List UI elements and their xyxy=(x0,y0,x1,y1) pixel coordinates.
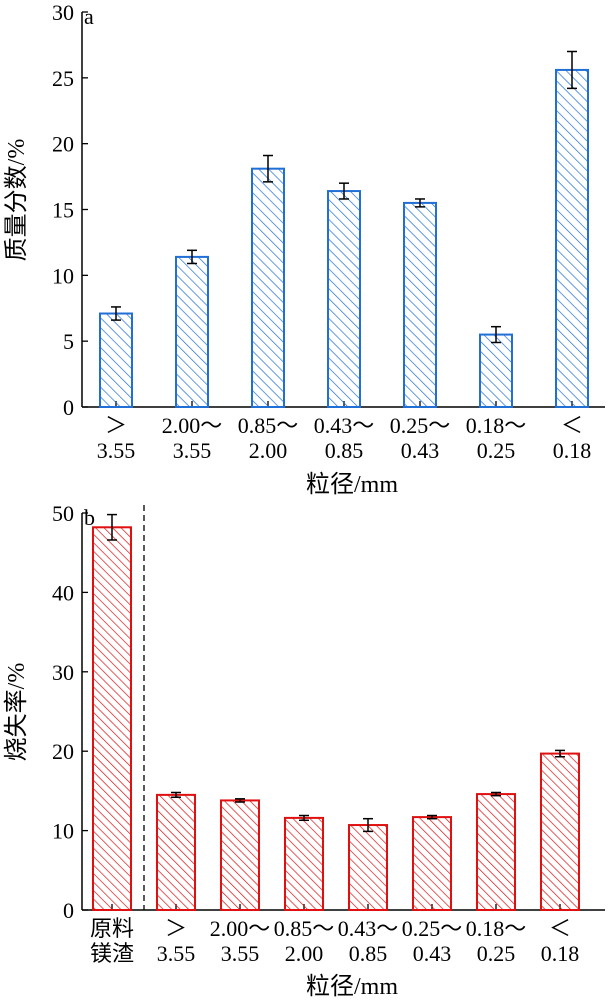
bar xyxy=(412,816,452,911)
x-tick-label: 0.85～ xyxy=(238,413,299,438)
bar xyxy=(284,816,324,911)
chart-a-labels: 051015202530＞3.552.00～3.550.85～2.000.43～… xyxy=(52,0,591,463)
x-tick-label: 0.85 xyxy=(325,438,364,463)
bar xyxy=(479,333,513,409)
y-tick-label: 40 xyxy=(52,580,74,605)
y-tick-label: 30 xyxy=(52,0,74,25)
x-tick-label: 2.00 xyxy=(285,941,324,966)
bar xyxy=(99,312,133,408)
x-tick-label: 0.43～ xyxy=(314,413,375,438)
y-tick-label: 50 xyxy=(52,501,74,526)
chart-a-bars xyxy=(99,50,589,409)
x-tick-label: 0.25～ xyxy=(402,916,463,941)
x-tick-label: 0.43 xyxy=(401,438,440,463)
bar xyxy=(555,68,589,409)
y-tick-label: 5 xyxy=(63,329,74,354)
x-tick-label: 3.55 xyxy=(221,941,260,966)
x-tick-label: 0.18～ xyxy=(466,916,527,941)
bar xyxy=(175,255,209,408)
y-tick-label: 15 xyxy=(52,198,74,223)
x-tick-label: 0.18～ xyxy=(466,413,527,438)
x-tick-label: 3.55 xyxy=(157,941,196,966)
x-tick-label: 0.85～ xyxy=(274,916,335,941)
y-tick-label: 0 xyxy=(63,898,74,923)
bar xyxy=(156,793,196,911)
bar xyxy=(220,799,260,911)
chart-b-bars xyxy=(92,513,580,911)
x-tick-label: ＞ xyxy=(105,413,127,438)
bar xyxy=(92,526,132,911)
y-tick-label: 20 xyxy=(52,132,74,157)
x-tick-label: ＜ xyxy=(549,916,571,941)
chart-a-y-axis-label: 质量分数/% xyxy=(3,139,30,262)
y-tick-label: 0 xyxy=(63,395,74,420)
x-tick-label: 0.43～ xyxy=(338,916,399,941)
y-tick-label: 25 xyxy=(52,66,74,91)
y-tick-label: 10 xyxy=(52,819,74,844)
x-tick-label: 0.25 xyxy=(477,438,516,463)
bar xyxy=(476,793,516,911)
x-tick-label: 0.18 xyxy=(553,438,592,463)
chart-b: 01020304050原料镁渣＞3.552.00～3.550.85～2.000.… xyxy=(3,501,605,1000)
x-tick-label: 2.00 xyxy=(249,438,288,463)
bar xyxy=(403,201,437,408)
x-tick-label: ＜ xyxy=(561,413,583,438)
x-tick-label: ＞ xyxy=(165,916,187,941)
x-tick-label: 2.00～ xyxy=(210,916,271,941)
x-tick-label: 0.25 xyxy=(477,941,516,966)
chart-a-panel-label: a xyxy=(84,4,94,29)
x-tick-label: 0.43 xyxy=(413,941,452,966)
x-tick-label: 3.55 xyxy=(173,438,212,463)
x-tick-label: 原料 xyxy=(90,916,134,941)
chart-b-labels: 01020304050原料镁渣＞3.552.00～3.550.85～2.000.… xyxy=(52,501,579,966)
bar xyxy=(251,167,285,408)
chart-a-x-axis-label: 粒径/mm xyxy=(306,471,398,498)
y-tick-label: 20 xyxy=(52,739,74,764)
bar xyxy=(348,824,388,911)
chart-b-x-axis-label: 粒径/mm xyxy=(306,973,398,1000)
y-tick-label: 10 xyxy=(52,263,74,288)
x-tick-label: 0.18 xyxy=(541,941,580,966)
x-tick-label: 0.85 xyxy=(349,941,388,966)
x-tick-label: 0.25～ xyxy=(390,413,451,438)
bar xyxy=(327,190,361,408)
x-tick-label: 3.55 xyxy=(97,438,136,463)
bar xyxy=(540,752,580,911)
chart-b-y-axis-label: 烧失率/% xyxy=(3,663,30,762)
y-tick-label: 30 xyxy=(52,660,74,685)
x-tick-label: 镁渣 xyxy=(90,941,134,966)
chart-a: 051015202530＞3.552.00～3.550.85～2.000.43～… xyxy=(3,0,605,498)
x-tick-label: 2.00～ xyxy=(162,413,223,438)
chart-b-panel-label: b xyxy=(84,505,95,530)
